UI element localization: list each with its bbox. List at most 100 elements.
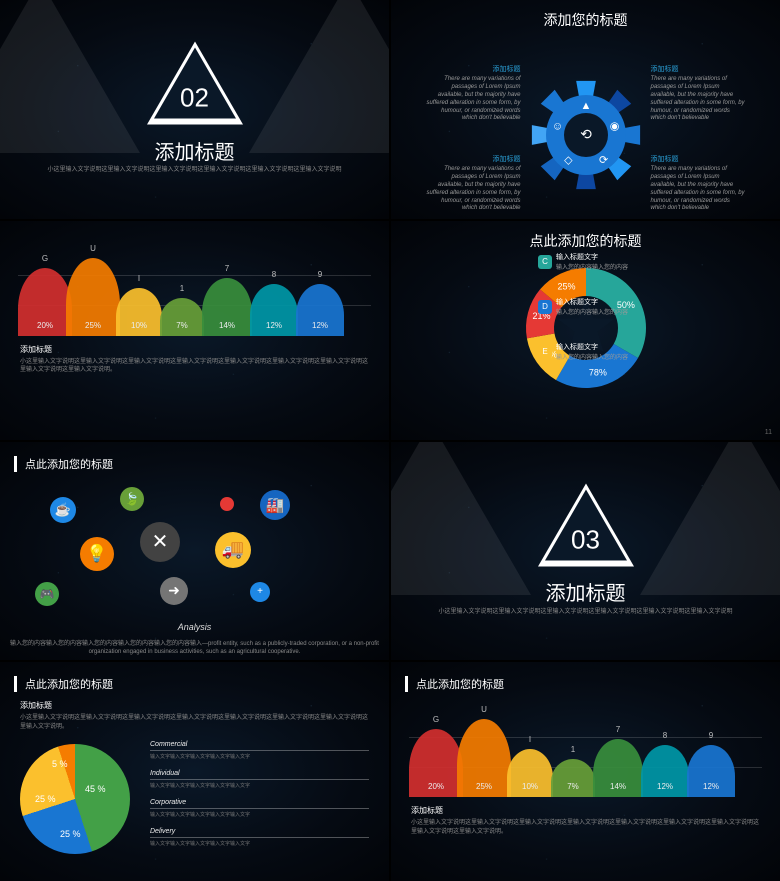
wrench-icon: ✕ <box>140 522 180 562</box>
slide-gear: 添加您的标题 ▲◉⟳◇☺⟲添加标题There are many variatio… <box>391 0 780 219</box>
hump-bar: 17% <box>160 298 204 336</box>
slide-icon-scatter: 点此添加您的标题 ☕💡✕🏭🚚🎮➜+🍃 Analysis 输入您的内容输入您的内容… <box>0 442 389 661</box>
donut-letter: C <box>538 255 552 269</box>
block-title: 添加标题 <box>651 155 746 164</box>
hump-label: 7 <box>225 264 229 273</box>
section-subtitle: 小这里输入文字说明这里输入文字说明这里输入文字说明这里输入文字说明这里输入文字说… <box>420 608 751 616</box>
gear-text-block: 添加标题 There are many variations of passage… <box>651 155 746 213</box>
hump-bar: 812% <box>641 745 689 797</box>
block-text: There are many variations of passages of… <box>651 166 746 213</box>
hump-bar: U25% <box>66 258 120 336</box>
hump-pct: 20% <box>428 782 444 791</box>
hump-pct: 12% <box>657 782 673 791</box>
pie-pct: 25 % <box>35 794 56 804</box>
slide-section-03: 03 添加标题 小这里输入文字说明这里输入文字说明这里输入文字说明这里输入文字说… <box>391 442 780 661</box>
hump-bar: 912% <box>296 284 344 336</box>
label-text: 输入您的内容输入您的内容 <box>556 354 651 362</box>
hump-bar: U25% <box>457 719 511 797</box>
label-text: 输入您的内容输入您的内容 <box>556 309 651 317</box>
label-title: 输入标题文字 <box>556 343 651 353</box>
hump-pct: 20% <box>37 321 53 330</box>
hump-label: 9 <box>318 270 322 279</box>
hump-bar: G20% <box>18 268 72 336</box>
block-title: 添加标题 <box>426 65 521 74</box>
hump-bar: 17% <box>551 759 595 797</box>
hump-pct: 12% <box>266 321 282 330</box>
donut-label: 输入标题文字输入您的内容输入您的内容 <box>556 298 651 317</box>
block-title: 添加标题 <box>426 155 521 164</box>
hump-bar: I10% <box>507 749 553 797</box>
donut-labels: 输入标题文字输入您的内容输入您的内容A输入标题文字输入您的内容输入您的内容B输入… <box>391 243 780 413</box>
slide-donut-star: 点此添加您的标题 50%78%32%21%25% 输入标题文字输入您的内容输入您… <box>391 221 780 440</box>
hump-pct: 12% <box>312 321 328 330</box>
slide-grid: 02 添加标题 小这里输入文字说明这里输入文字说明这里输入文字说明这里输入文字说… <box>0 0 780 881</box>
svg-text:☺: ☺ <box>551 121 562 133</box>
hump-label: 7 <box>616 725 620 734</box>
pie-pct: 25 % <box>60 829 81 839</box>
donut-letter: E <box>538 345 552 359</box>
slide-section-02: 02 添加标题 小这里输入文字说明这里输入文字说明这里输入文字说明这里输入文字说… <box>0 0 389 219</box>
hump-label: 8 <box>272 270 276 279</box>
truck-icon: 🚚 <box>215 532 251 568</box>
donut-label: 输入标题文字输入您的内容输入您的内容 <box>556 343 651 362</box>
hump-label: I <box>138 274 140 283</box>
hump-chart: G20%U25%I10%17%714%812%912% <box>409 707 762 797</box>
svg-text:◇: ◇ <box>564 155 573 167</box>
hump-bar: 812% <box>250 284 298 336</box>
hump-label: 1 <box>571 745 575 754</box>
block-text: There are many variations of passages of… <box>426 166 521 213</box>
gear-shape: ▲◉⟳◇☺⟲添加标题There are many variations of p… <box>526 75 646 195</box>
block-text: There are many variations of passages of… <box>426 76 521 123</box>
svg-text:⟲: ⟲ <box>580 126 592 142</box>
hump-pct: 7% <box>176 321 188 330</box>
hump-pct: 7% <box>567 782 579 791</box>
hump-label: U <box>481 705 487 714</box>
pie-pct: 5 % <box>52 759 68 769</box>
gamepad-icon: 🎮 <box>35 582 59 606</box>
label-title: 输入标题文字 <box>556 253 651 263</box>
donut-label: 输入标题文字输入您的内容输入您的内容 <box>556 253 651 272</box>
leaf-icon: 🍃 <box>120 487 144 511</box>
svg-text:⟳: ⟳ <box>599 155 608 167</box>
hump-bar: 912% <box>687 745 735 797</box>
hump-label: 9 <box>709 731 713 740</box>
hump-label: 1 <box>180 284 184 293</box>
hump-pct: 10% <box>131 321 147 330</box>
hump-label: U <box>90 244 96 253</box>
bulb-icon: 💡 <box>80 537 114 571</box>
section-number: 03 <box>571 524 600 555</box>
hump-bar: I10% <box>116 288 162 336</box>
hump-pct: 14% <box>610 782 626 791</box>
section-title: 添加标题 <box>546 577 626 606</box>
section-title: 添加标题 <box>155 136 235 165</box>
svg-text:▲: ▲ <box>580 100 591 112</box>
hump-bar: 714% <box>202 278 252 336</box>
svg-text:◉: ◉ <box>609 121 619 133</box>
icon-scatter: ☕💡✕🏭🚚🎮➜+🍃 <box>20 482 369 612</box>
hump-label: 8 <box>663 731 667 740</box>
label-text: 输入您的内容输入您的内容 <box>556 264 651 272</box>
section-subtitle: 小这里输入文字说明这里输入文字说明这里输入文字说明这里输入文字说明这里输入文字说… <box>29 166 360 174</box>
dot-icon <box>220 497 234 511</box>
hump-pct: 14% <box>219 321 235 330</box>
hump-label: G <box>433 715 439 724</box>
page-number: 11 <box>765 429 772 436</box>
slide-hump-chart-2: 点此添加您的标题 G20%U25%I10%17%714%812%912% 添加标… <box>391 662 780 881</box>
hump-label: G <box>42 254 48 263</box>
pie-pct: 45 % <box>85 784 106 794</box>
gear-text-block: 添加标题 There are many variations of passage… <box>651 65 746 123</box>
slide-pie: 点此添加您的标题 添加标题 小这里输入文字说明这里输入文字说明这里输入文字说明这… <box>0 662 389 881</box>
block-title: 添加标题 <box>651 65 746 74</box>
hump-pct: 10% <box>522 782 538 791</box>
gear-text-block: 添加标题 There are many variations of passage… <box>426 155 521 213</box>
block-text: There are many variations of passages of… <box>651 76 746 123</box>
hump-pct: 12% <box>703 782 719 791</box>
pie-chart: 45 % 25 % 25 % 5 % <box>20 744 130 854</box>
hump-bar: 714% <box>593 739 643 797</box>
hump-bar: G20% <box>409 729 463 797</box>
arrow-icon: ➜ <box>160 577 188 605</box>
label-title: 输入标题文字 <box>556 298 651 308</box>
gear-text-block: 添加标题 There are many variations of passage… <box>426 65 521 123</box>
slide-hump-chart-1: G20%U25%I10%17%714%812%912% 添加标题 小这里输入文字… <box>0 221 389 440</box>
hump-pct: 25% <box>476 782 492 791</box>
